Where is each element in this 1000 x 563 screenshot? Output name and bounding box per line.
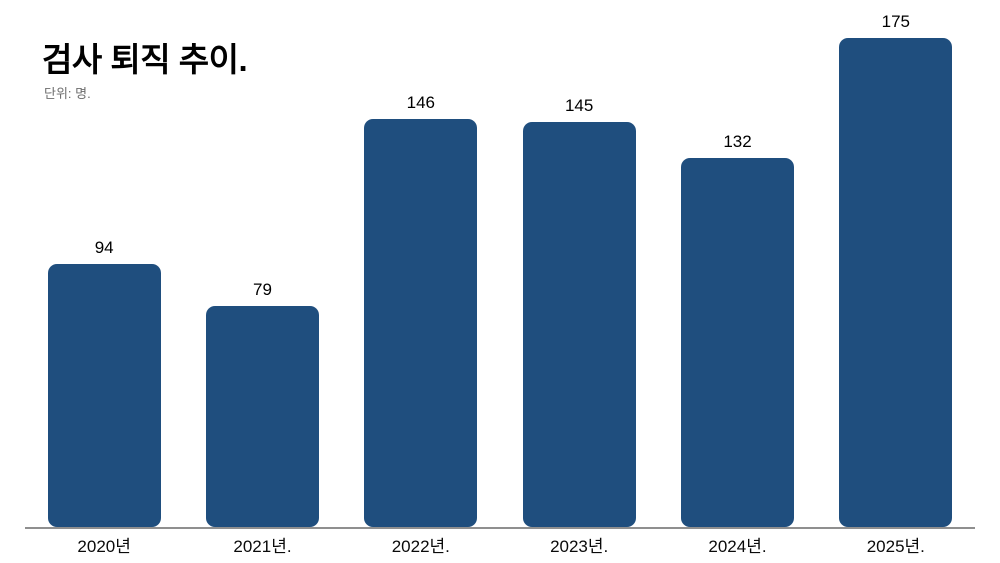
x-axis-line <box>25 527 975 529</box>
bar-value-label: 94 <box>94 238 114 257</box>
bar-2024년. <box>681 158 794 527</box>
chart-subtitle-unit: 단위: 명. <box>44 86 91 101</box>
bar-2023년. <box>522 122 636 527</box>
bar-2020년 <box>47 264 161 527</box>
x-axis-label: 2025년. <box>866 537 925 556</box>
x-axis-label: 2020년 <box>77 537 131 556</box>
bar-value-label: 175 <box>881 12 911 31</box>
bar-2022년. <box>364 119 478 527</box>
bar-value-label: 79 <box>253 280 272 299</box>
chart-title: 검사 퇴직 추이. <box>42 41 248 78</box>
bar-2025년. <box>839 38 953 527</box>
bar-value-label: 145 <box>564 96 594 115</box>
x-axis-label: 2022년. <box>391 537 450 556</box>
bar-value-label: 146 <box>406 93 436 112</box>
bar-2021년. <box>206 306 319 527</box>
bar-value-label: 132 <box>723 132 752 151</box>
x-axis-label: 2021년. <box>233 537 292 556</box>
x-axis-label: 2023년. <box>550 537 609 556</box>
x-axis-label: 2024년. <box>708 537 767 556</box>
